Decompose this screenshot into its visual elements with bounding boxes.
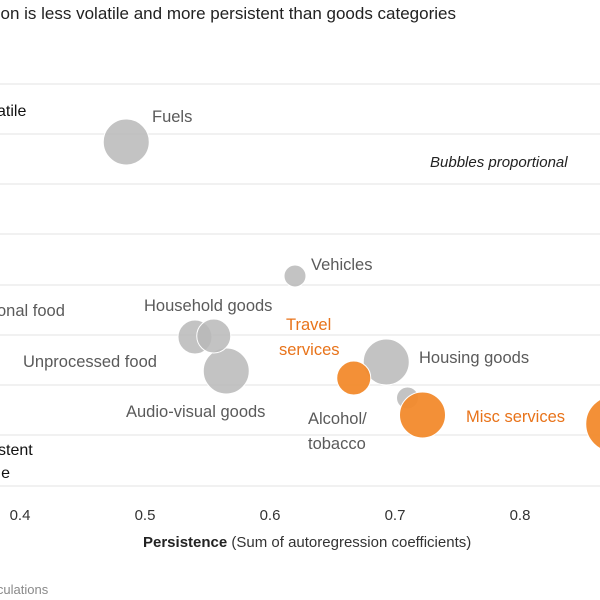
point-label: Audio-visual goods: [126, 403, 265, 421]
point-label: tobacco: [308, 435, 366, 453]
bubble-misc-services: [399, 391, 446, 439]
x-tick-label: 0.4: [10, 507, 31, 524]
point-label: Housing goods: [419, 349, 529, 367]
chart-title: tion is less volatile and more persisten…: [0, 4, 456, 23]
corner-label-bottom-1: stent: [0, 442, 33, 459]
point-label: Fuels: [152, 108, 192, 126]
point-label: Travel: [286, 316, 331, 334]
bubble-size-note: Bubbles proportional: [430, 154, 568, 171]
x-tick-label: 0.8: [510, 507, 531, 524]
point-label: Misc services: [466, 408, 565, 426]
x-axis-label: Persistence (Sum of autoregression coeff…: [143, 534, 471, 551]
bubble-unprocessed-food: [202, 347, 250, 395]
point-label: Household goods: [144, 297, 272, 315]
bubble-vehicles: [283, 264, 307, 288]
point-label: Vehicles: [311, 256, 372, 274]
point-label: onal food: [0, 302, 65, 320]
bubble-housing-goods: [362, 338, 410, 386]
point-label: Unprocessed food: [23, 353, 157, 371]
x-tick-label: 0.5: [135, 507, 156, 524]
corner-label-top: atile: [0, 103, 26, 120]
bubble-audio-visual-goods: [196, 318, 232, 354]
point-label: Alcohol/: [308, 410, 367, 428]
bubble-unlabeled: [585, 399, 600, 449]
x-tick-label: 0.7: [385, 507, 406, 524]
point-label: services: [279, 341, 340, 359]
x-tick-label: 0.6: [260, 507, 281, 524]
bubble-travel-services: [336, 360, 372, 396]
source-note: lculations: [0, 582, 49, 597]
corner-label-bottom-2: ile: [0, 465, 10, 482]
bubble-fuels: [102, 118, 150, 166]
